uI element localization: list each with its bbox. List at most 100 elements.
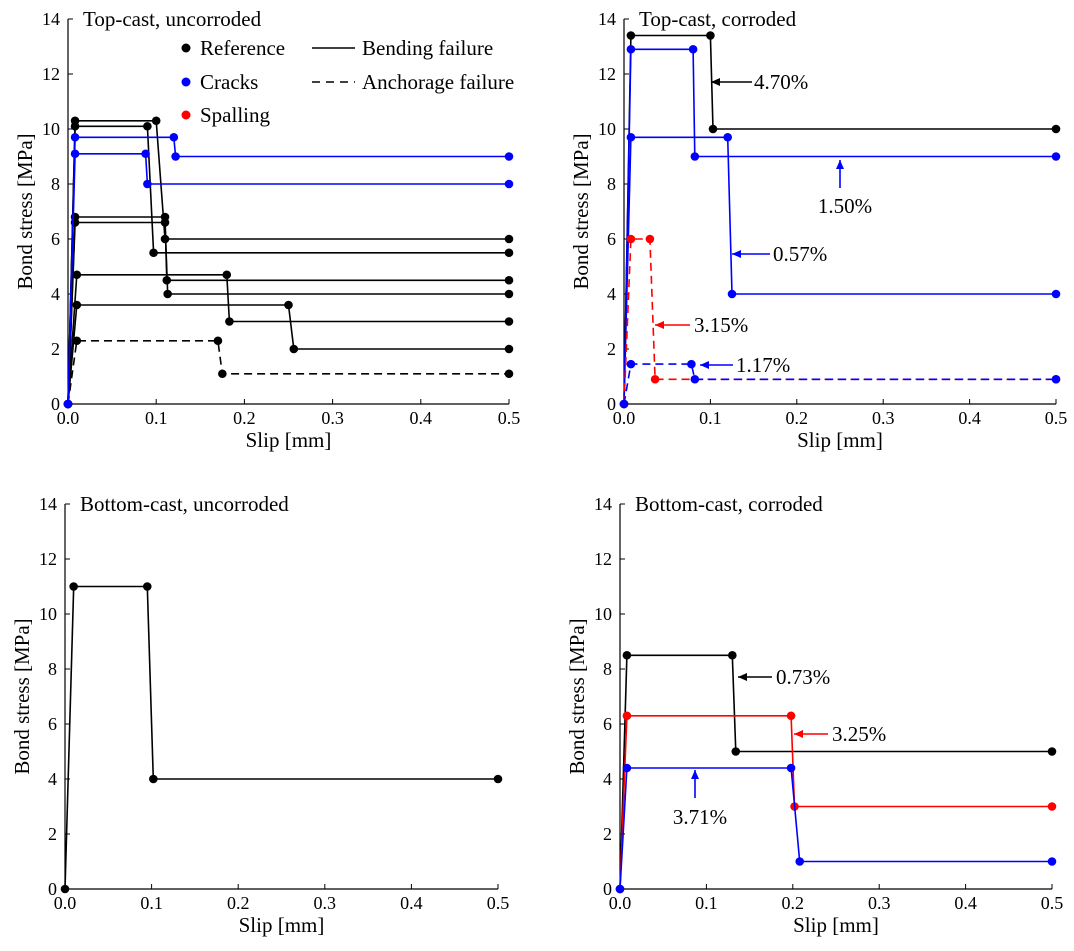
data-point xyxy=(626,44,636,54)
y-tick-label: 14 xyxy=(42,9,60,29)
data-point xyxy=(626,234,636,244)
x-tick-label: 0.2 xyxy=(227,893,250,913)
data-point xyxy=(70,149,80,159)
data-point xyxy=(151,116,161,126)
series-line xyxy=(67,120,509,405)
y-tick-label: 0 xyxy=(603,879,612,899)
data-point xyxy=(626,359,636,369)
data-point xyxy=(504,275,514,285)
annotation-arrowhead xyxy=(655,321,664,329)
x-tick-label: 0.4 xyxy=(958,408,981,428)
data-point xyxy=(70,121,80,131)
y-tick-label: 12 xyxy=(598,64,616,84)
annotation-label: 0.57% xyxy=(773,242,827,266)
series-line xyxy=(64,585,498,890)
data-point xyxy=(504,317,514,326)
y-axis-label: Bond stress [MPa] xyxy=(565,618,589,774)
x-tick-label: 0.2 xyxy=(233,408,256,428)
data-point xyxy=(143,121,152,131)
y-tick-label: 12 xyxy=(39,549,57,569)
series-line xyxy=(623,363,1056,405)
data-point xyxy=(687,359,696,369)
data-point xyxy=(504,369,514,379)
data-point xyxy=(728,650,737,660)
data-point xyxy=(690,152,700,161)
y-tick-label: 10 xyxy=(598,119,616,139)
data-point xyxy=(1051,152,1061,161)
x-tick-label: 0.3 xyxy=(872,408,895,428)
chart-panel-1: 0 2 4 6 8 10 12 14 0.0 0.1 0.2 0.3 0.4 0.5 Slip [mm] Bo… xyxy=(13,7,520,452)
x-tick-label: 0.4 xyxy=(954,893,977,913)
data-point xyxy=(72,300,82,310)
legend-marker xyxy=(181,43,191,53)
series-line xyxy=(623,48,1056,405)
data-point xyxy=(727,289,737,299)
data-point xyxy=(149,248,158,258)
chart-panel-3: 0 2 4 6 8 10 12 14 0.0 0.1 0.2 0.3 0.4 0.5 Slip [mm] Bo… xyxy=(10,492,509,937)
data-point xyxy=(723,132,732,142)
panel-title: Bottom-cast, uncorroded xyxy=(80,492,289,516)
data-point xyxy=(615,884,625,894)
data-point xyxy=(149,774,158,784)
x-tick-label: 0.0 xyxy=(609,893,632,913)
data-point xyxy=(504,344,514,354)
data-point xyxy=(504,152,514,161)
annotation-label: 4.70% xyxy=(754,70,808,94)
y-tick-label: 10 xyxy=(39,604,57,624)
x-tick-label: 0.1 xyxy=(145,408,168,428)
y-tick-label: 8 xyxy=(607,174,616,194)
data-point xyxy=(626,132,636,142)
y-tick-label: 10 xyxy=(42,119,60,139)
data-point xyxy=(1047,802,1057,811)
annotation-arrowhead xyxy=(700,361,709,369)
series-line xyxy=(67,339,509,405)
data-point xyxy=(143,179,152,189)
data-point xyxy=(213,336,223,346)
panel-title: Top-cast, uncorroded xyxy=(83,7,262,31)
data-point xyxy=(72,270,82,280)
x-tick-label: 0.3 xyxy=(868,893,891,913)
y-tick-label: 4 xyxy=(607,284,616,304)
data-point xyxy=(72,336,82,346)
x-tick-label: 0.5 xyxy=(1045,408,1068,428)
x-tick-label: 0.2 xyxy=(782,893,805,913)
annotation-arrowhead xyxy=(836,160,844,169)
data-point xyxy=(160,218,170,227)
data-point xyxy=(225,317,234,326)
data-point xyxy=(504,248,514,258)
x-axis-label: Slip [mm] xyxy=(239,913,325,937)
data-point xyxy=(619,399,629,409)
data-point xyxy=(688,44,698,54)
data-point xyxy=(163,289,172,299)
data-point xyxy=(289,344,299,354)
data-point xyxy=(171,152,180,161)
y-tick-label: 6 xyxy=(603,714,612,734)
y-tick-label: 0 xyxy=(607,394,616,414)
y-tick-label: 6 xyxy=(607,229,616,249)
annotation-arrowhead xyxy=(732,250,741,258)
x-tick-label: 0.3 xyxy=(314,893,337,913)
series-line xyxy=(67,153,509,405)
y-tick-label: 8 xyxy=(603,659,612,679)
legend-label: Cracks xyxy=(200,70,258,94)
y-tick-label: 2 xyxy=(603,824,612,844)
y-tick-label: 14 xyxy=(39,494,57,514)
annotation-label: 3.71% xyxy=(673,805,727,829)
data-point xyxy=(786,711,796,721)
y-tick-label: 10 xyxy=(594,604,612,624)
y-tick-label: 2 xyxy=(51,339,60,359)
x-tick-label: 0.0 xyxy=(54,893,77,913)
legend-label: Spalling xyxy=(200,103,271,127)
panel-title: Top-cast, corroded xyxy=(639,7,797,31)
data-point xyxy=(626,31,636,40)
data-point xyxy=(706,31,715,40)
data-point xyxy=(284,300,293,310)
data-point xyxy=(493,774,503,784)
data-point xyxy=(731,747,741,756)
x-axis-label: Slip [mm] xyxy=(793,913,879,937)
y-tick-label: 6 xyxy=(48,714,57,734)
data-point xyxy=(1051,289,1061,299)
y-tick-label: 4 xyxy=(48,769,57,789)
x-tick-label: 0.1 xyxy=(699,408,722,428)
legend-label: Bending failure xyxy=(362,36,493,60)
